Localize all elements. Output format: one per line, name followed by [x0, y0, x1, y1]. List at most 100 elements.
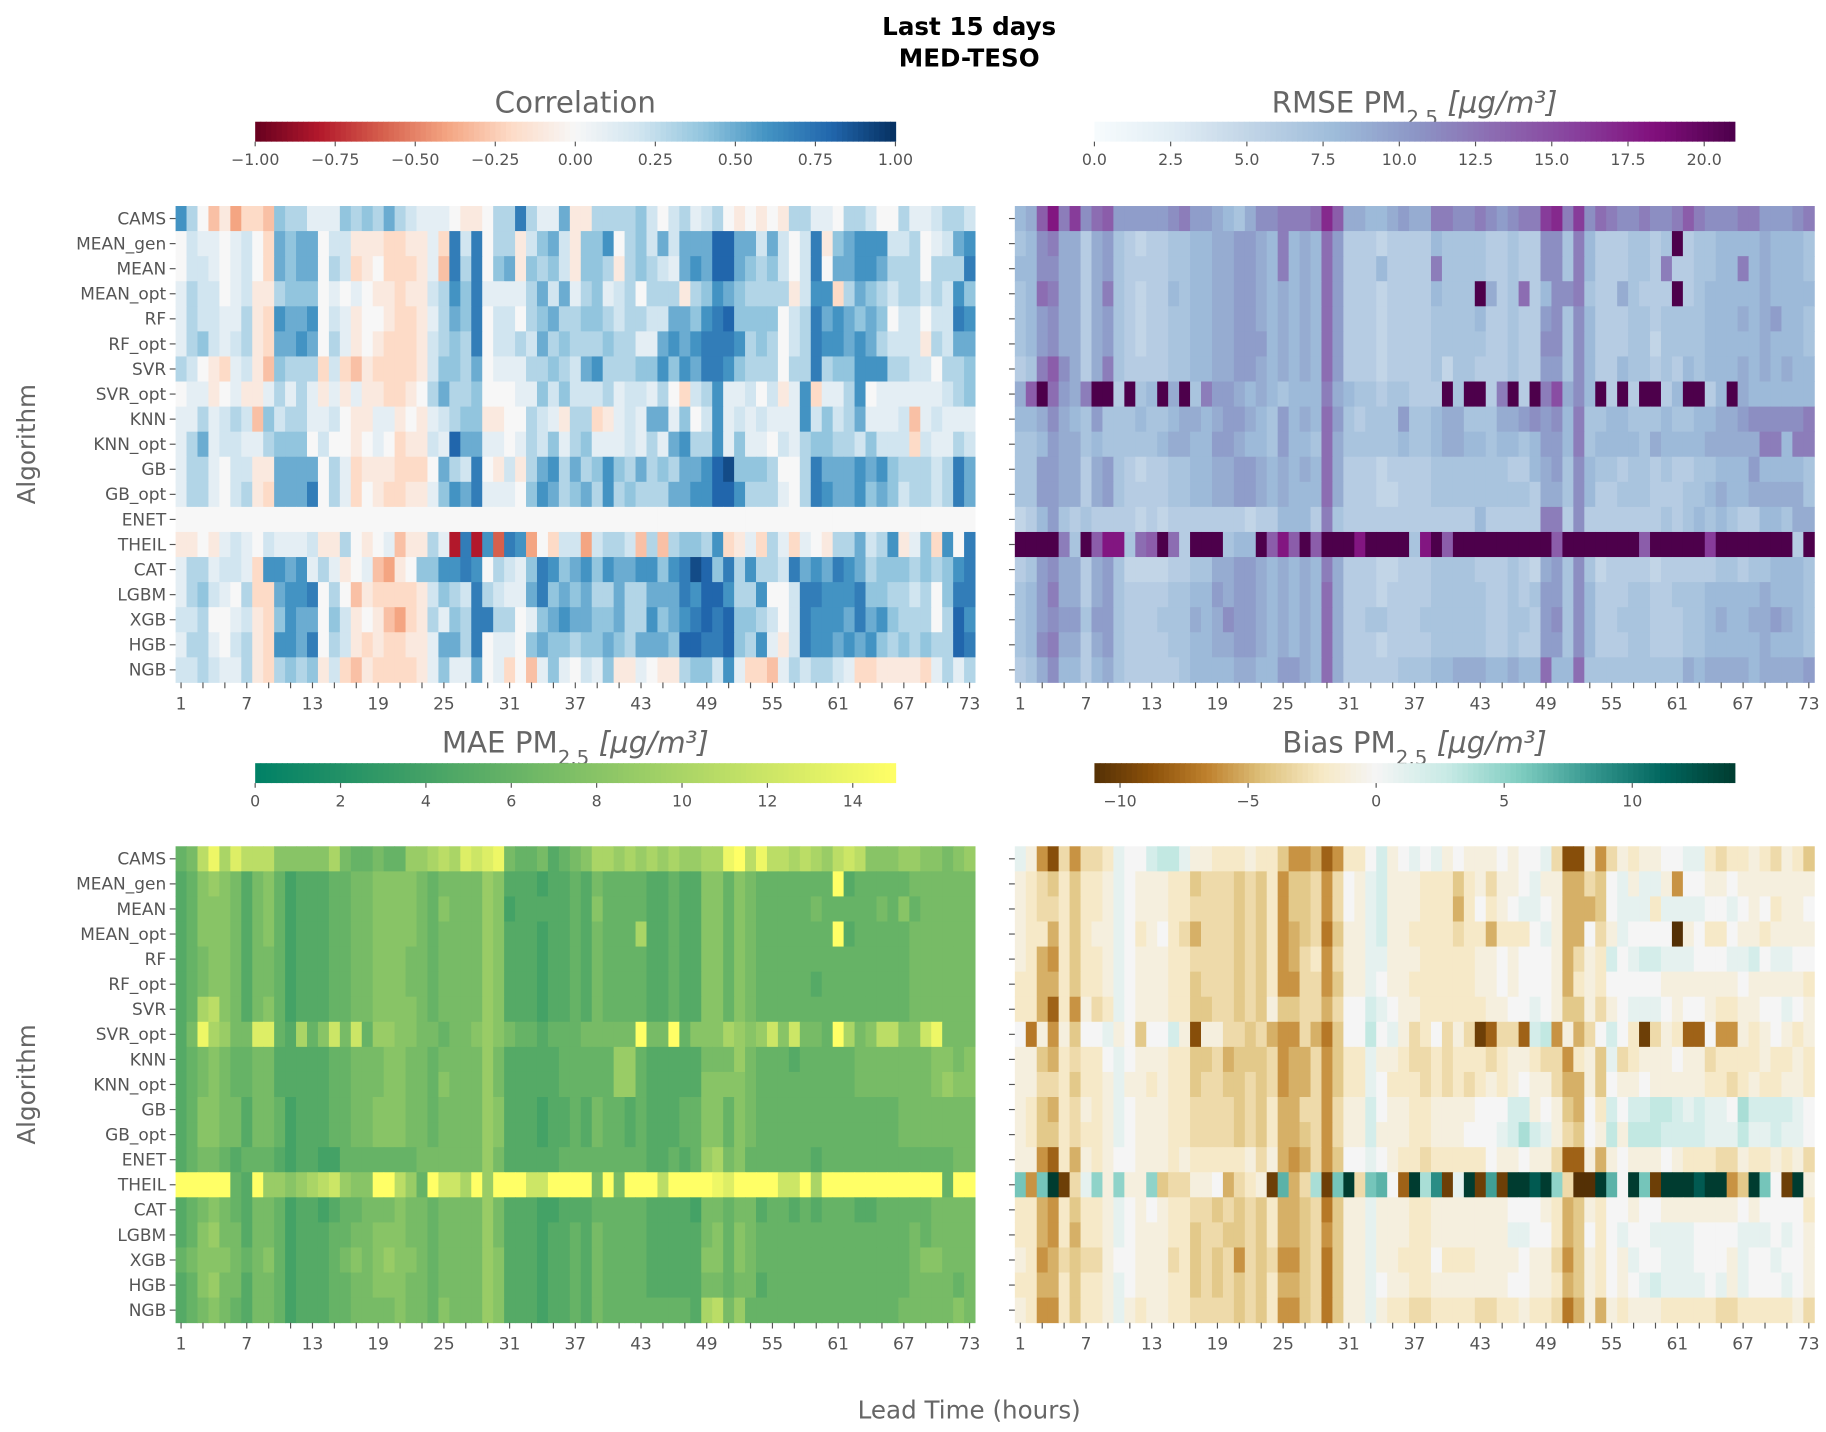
heatmap-cell [1474, 206, 1487, 232]
heatmap-cell [1332, 632, 1344, 658]
heatmap-cell [405, 256, 417, 282]
heatmap-cell [1102, 582, 1114, 608]
heatmap-cell [438, 481, 450, 508]
colorbar-segment [500, 121, 507, 142]
heatmap-cell [1124, 381, 1136, 408]
heatmap-cell [624, 356, 637, 382]
heatmap-cell [1781, 531, 1793, 558]
heatmap-cell [1190, 456, 1202, 483]
heatmap-cell [1452, 632, 1465, 658]
heatmap-cell [854, 531, 866, 558]
heatmap-cell [230, 531, 242, 558]
heatmap-cell [876, 231, 888, 257]
heatmap-cell [427, 331, 439, 357]
heatmap-cell [832, 632, 845, 658]
heatmap-cell [558, 1172, 571, 1198]
heatmap-cell [1650, 582, 1662, 608]
heatmap-cell [931, 1272, 943, 1299]
heatmap-cell [1584, 431, 1596, 458]
heatmap-cell [690, 331, 702, 357]
colorbar-segment [1654, 121, 1661, 142]
heatmap-cell [361, 531, 374, 558]
heatmap-cell [1124, 206, 1136, 232]
heatmap-cell [460, 582, 472, 608]
heatmap-cell [602, 921, 615, 948]
heatmap-cell [241, 1297, 253, 1324]
heatmap-cell [1124, 331, 1136, 357]
heatmap-cell [843, 531, 856, 558]
heatmap-cell [1463, 657, 1476, 683]
x-tick-label: 73 [1798, 694, 1820, 714]
heatmap-cell [306, 871, 319, 897]
heatmap-cell [1682, 356, 1695, 382]
colorbar-segment [639, 763, 646, 784]
heatmap-cell [1639, 206, 1651, 232]
heatmap-cell [361, 1197, 374, 1223]
heatmap-cell [843, 1122, 856, 1148]
heatmap-cell [186, 1272, 198, 1299]
heatmap-cell [701, 506, 713, 533]
colorbar-segment [329, 121, 336, 142]
heatmap-cell [361, 846, 374, 872]
heatmap-cell [723, 456, 735, 483]
heatmap-cell [1310, 406, 1322, 433]
colorbar-segment [527, 763, 534, 784]
heatmap-cell [186, 607, 198, 633]
heatmap-cell [372, 456, 385, 483]
heatmap-cell [756, 206, 768, 232]
heatmap-cell [526, 946, 538, 973]
heatmap-cell [383, 1272, 396, 1299]
heatmap-cell [580, 1071, 593, 1098]
heatmap-cell [1781, 607, 1793, 633]
heatmap-cell [865, 281, 877, 307]
heatmap-cell [1463, 381, 1476, 408]
colorbar-segment [521, 121, 528, 142]
colorbar-segment [1515, 121, 1522, 142]
heatmap-cell [898, 306, 910, 332]
heatmap-cell [1058, 846, 1071, 872]
heatmap-cell [964, 1097, 976, 1123]
heatmap-cell [263, 531, 275, 558]
heatmap-cell [1715, 657, 1728, 683]
heatmap-cell [1518, 306, 1531, 332]
heatmap-cell [1420, 406, 1432, 433]
colorbar-tick-label: 0.25 [638, 150, 673, 169]
x-tick-label: 1 [176, 1335, 187, 1355]
heatmap-cell [339, 381, 352, 408]
heatmap-cell [1485, 431, 1498, 458]
heatmap-cell [1584, 231, 1596, 257]
heatmap-cell [339, 871, 352, 897]
heatmap-cell [1135, 306, 1147, 332]
heatmap-cell [1452, 356, 1465, 382]
heatmap-cell [635, 206, 647, 232]
heatmap-cell [788, 1046, 801, 1073]
heatmap-cell [657, 1272, 669, 1299]
heatmap-cell [1704, 531, 1717, 558]
heatmap-cell [613, 996, 626, 1023]
colorbar-segment [601, 763, 609, 784]
panel-title: Bias PM2.5 [μg/m³] [1282, 726, 1547, 770]
colorbar-segment [740, 121, 747, 142]
heatmap-cell [394, 506, 407, 533]
heatmap-cell [788, 481, 801, 508]
heatmap-cell [657, 871, 669, 897]
heatmap-cell [1266, 356, 1279, 382]
colorbar-tick-label: 10 [672, 791, 692, 810]
heatmap-cell [810, 557, 823, 583]
heatmap-cell [263, 431, 275, 458]
heatmap-cell [745, 1122, 757, 1148]
heatmap-cell [515, 281, 527, 307]
heatmap-cell [285, 1297, 297, 1324]
heatmap-cell [317, 256, 330, 282]
heatmap-cell [745, 506, 757, 533]
heatmap-cell [208, 1247, 220, 1273]
heatmap-cell [328, 946, 341, 973]
colorbar-segment [1446, 121, 1453, 142]
heatmap-cell [1398, 406, 1410, 433]
heatmap-cell [416, 1147, 428, 1173]
heatmap-cell [1047, 607, 1060, 633]
colorbar-segment [527, 121, 534, 142]
heatmap-cell [591, 1046, 604, 1073]
heatmap-cell [1288, 431, 1301, 458]
heatmap-cell [909, 846, 921, 872]
